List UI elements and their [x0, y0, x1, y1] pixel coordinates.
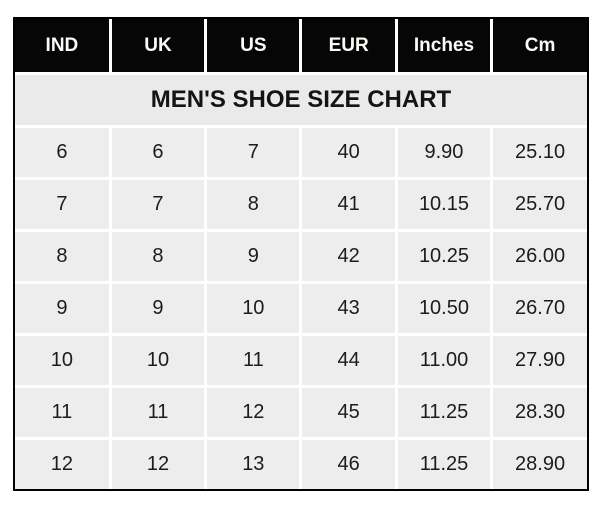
- table-cell: 10: [108, 333, 206, 387]
- table-cell: 10: [15, 333, 111, 387]
- table-cell: 7: [15, 177, 111, 231]
- table-cell: 11: [204, 333, 301, 387]
- table-cell: 42: [299, 229, 397, 283]
- table-cell: 28.30: [490, 385, 587, 439]
- table-row: 9 9 10 43 10.50 26.70: [15, 281, 587, 335]
- table-cell: 25.10: [490, 125, 587, 179]
- table-cell: 9: [108, 281, 206, 335]
- mens-shoe-size-chart: MEN'S SHOE SIZE CHART IND UK US EUR Inches Cm…: [15, 19, 587, 489]
- table-cell: 6: [108, 125, 206, 179]
- table-cell: 13: [204, 437, 301, 489]
- table-cell: 12: [204, 385, 301, 439]
- table-cell: 43: [299, 281, 397, 335]
- table-cell: 10.50: [394, 281, 492, 335]
- title-row: MEN'S SHOE SIZE CHART: [15, 72, 587, 127]
- table-cell: 44: [299, 333, 397, 387]
- table-cell: 11: [108, 385, 206, 439]
- table-cell: 11: [15, 385, 111, 439]
- table-head: IND UK US EUR Inches Cm: [15, 19, 587, 74]
- table-cell: 25.70: [490, 177, 587, 231]
- table-row: 6 6 7 40 9.90 25.10: [15, 125, 587, 179]
- table-cell: 7: [108, 177, 206, 231]
- table-cell: 46: [299, 437, 397, 489]
- column-header: US: [204, 19, 301, 74]
- table-cell: 26.00: [490, 229, 587, 283]
- chart-title: MEN'S SHOE SIZE CHART: [15, 72, 587, 127]
- table-row: 12 12 13 46 11.25 28.90: [15, 437, 587, 489]
- size-chart-table: MEN'S SHOE SIZE CHART IND UK US EUR Inches Cm…: [13, 17, 589, 491]
- column-header: Inches: [394, 19, 492, 74]
- table-cell: 11.25: [394, 385, 492, 439]
- table-cell: 8: [108, 229, 206, 283]
- table-cell: 10.15: [394, 177, 492, 231]
- header-row: IND UK US EUR Inches Cm: [15, 19, 587, 74]
- table-cell: 45: [299, 385, 397, 439]
- table-row: 8 8 9 42 10.25 26.00: [15, 229, 587, 283]
- table-cell: 28.90: [490, 437, 587, 489]
- column-header: EUR: [299, 19, 397, 74]
- table-cell: 10.25: [394, 229, 492, 283]
- table-cell: 41: [299, 177, 397, 231]
- table-cell: 10: [204, 281, 301, 335]
- column-header: Cm: [490, 19, 587, 74]
- column-header: IND: [15, 19, 111, 74]
- table-row: 11 11 12 45 11.25 28.30: [15, 385, 587, 439]
- table-body: 6 6 7 40 9.90 25.10 7 7 8 41 10.15 25.70 8 8 9 42 10.25 2…: [15, 125, 587, 489]
- column-header: UK: [108, 19, 206, 74]
- table-cell: 11.00: [394, 333, 492, 387]
- table-cell: 7: [204, 125, 301, 179]
- table-cell: 40: [299, 125, 397, 179]
- table-row: 10 10 11 44 11.00 27.90: [15, 333, 587, 387]
- table-cell: 9.90: [394, 125, 492, 179]
- table-cell: 12: [108, 437, 206, 489]
- table-cell: 9: [204, 229, 301, 283]
- table-cell: 8: [15, 229, 111, 283]
- table-cell: 9: [15, 281, 111, 335]
- table-cell: 27.90: [490, 333, 587, 387]
- table-cell: 6: [15, 125, 111, 179]
- table-row: 7 7 8 41 10.15 25.70: [15, 177, 587, 231]
- table-cell: 26.70: [490, 281, 587, 335]
- table-cell: 12: [15, 437, 111, 489]
- table-cell: 8: [204, 177, 301, 231]
- table-cell: 11.25: [394, 437, 492, 489]
